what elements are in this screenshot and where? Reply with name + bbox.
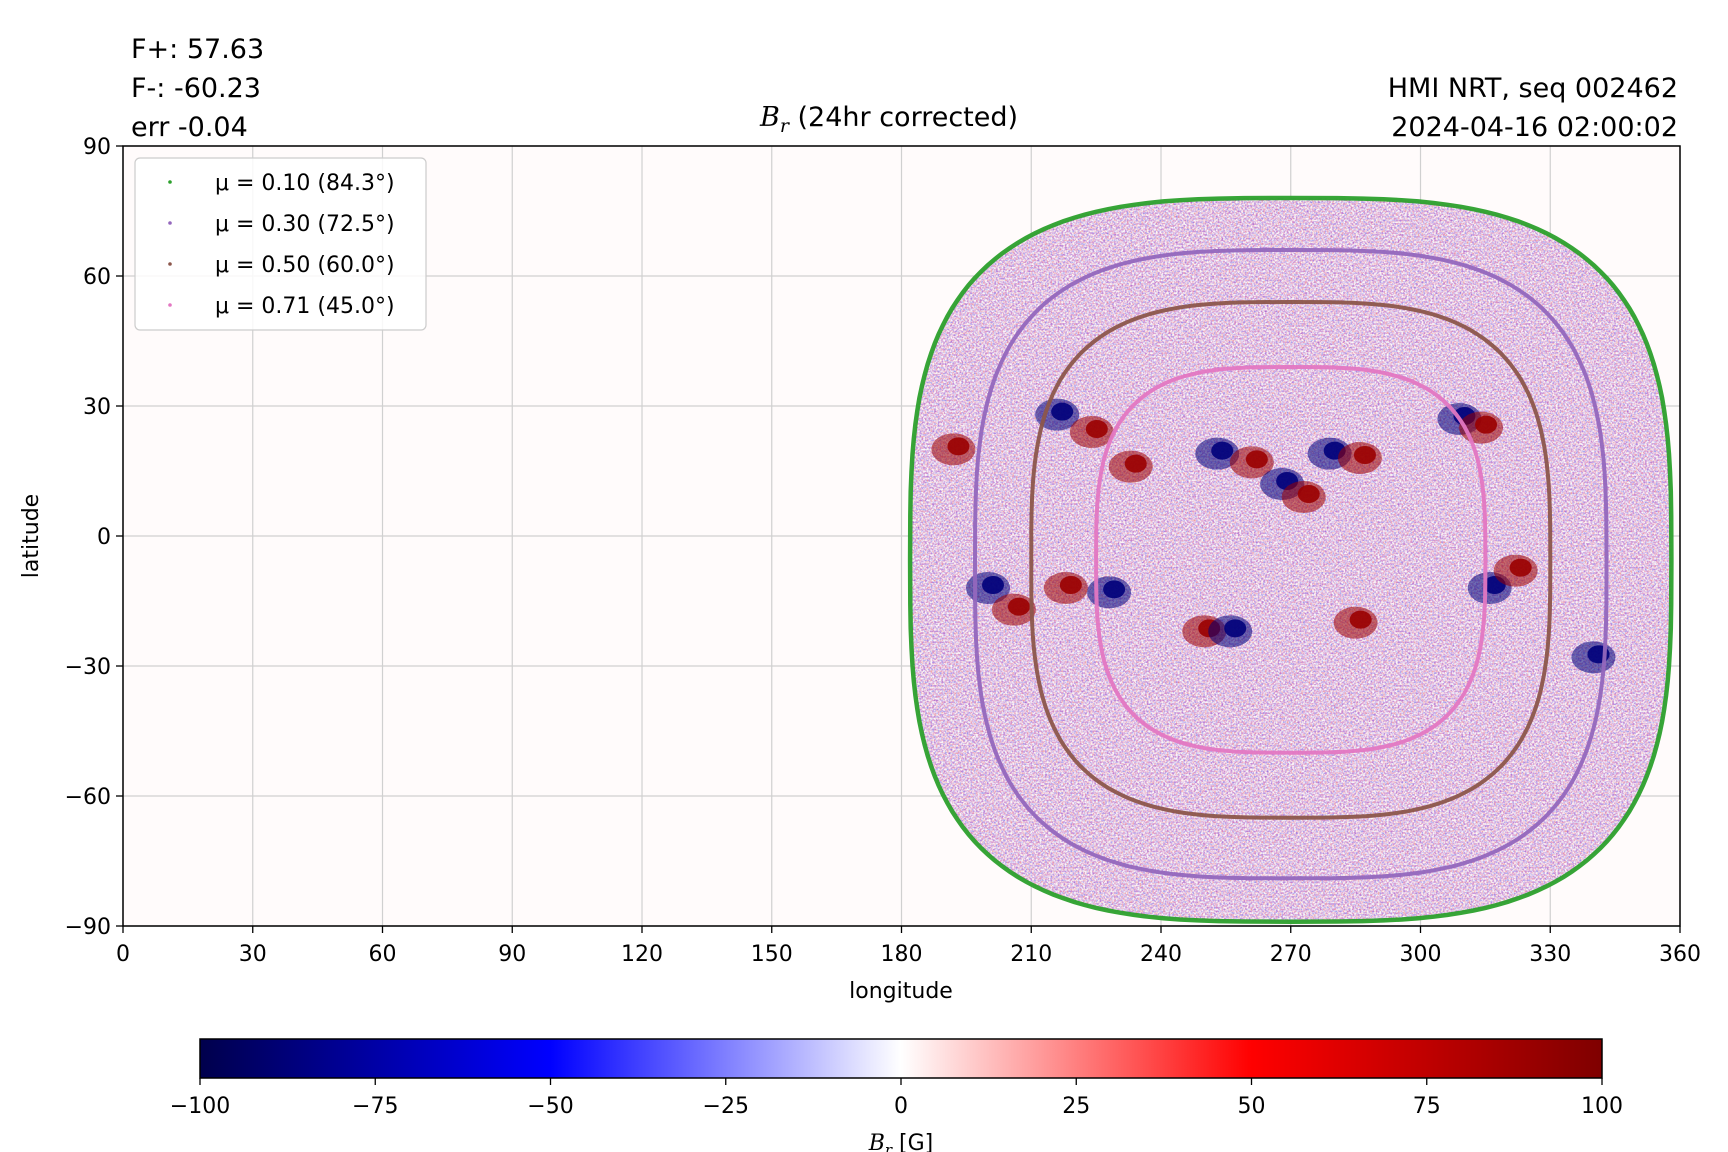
- chart-title: Br (24hr corrected): [760, 102, 1019, 138]
- legend-label: μ = 0.10 (84.3°): [215, 171, 395, 196]
- x-tick-label: 330: [1529, 942, 1571, 967]
- legend: μ = 0.10 (84.3°) μ = 0.30 (72.5°) μ = 0.50…: [134, 157, 427, 331]
- legend-label: μ = 0.50 (60.0°): [215, 253, 395, 278]
- disk-noise: [910, 198, 1672, 922]
- legend-marker: [168, 303, 172, 307]
- y-tick-label: −90: [65, 915, 111, 940]
- active-region-core-positive: [1007, 597, 1030, 616]
- colorbar-tick-label: −50: [527, 1094, 573, 1119]
- x-tick-label: 60: [369, 942, 397, 967]
- x-tick-label: 0: [116, 942, 130, 967]
- colorbar-tick-label: 0: [894, 1094, 908, 1119]
- instrument-text: HMI NRT, seq 002462: [1387, 73, 1678, 104]
- active-region-core-negative: [1224, 619, 1247, 638]
- active-region-core-negative: [982, 576, 1004, 594]
- active-region-core-positive: [947, 437, 970, 456]
- colorbar-tick-label: 75: [1413, 1094, 1441, 1119]
- x-tick-label: 210: [1010, 942, 1052, 967]
- magnetogram-disk: [910, 198, 1672, 922]
- colorbar-tick-label: −25: [703, 1094, 749, 1119]
- active-region-core-positive: [1297, 485, 1320, 503]
- colorbar-label: Br [G]: [868, 1131, 934, 1152]
- x-tick-label: 270: [1270, 942, 1312, 967]
- active-region-core-positive: [1349, 610, 1372, 629]
- flux-annotations: F+: 57.63 F-: -60.23 err -0.04: [131, 30, 264, 147]
- legend-box: [134, 157, 427, 331]
- colorbar-tick-label: 25: [1062, 1094, 1090, 1119]
- x-axis-label: longitude: [849, 979, 953, 1004]
- y-axis-ticks: 90 60 30 0 −30 −60 −90: [65, 135, 123, 940]
- x-tick-label: 360: [1659, 942, 1701, 967]
- disk-content: [910, 198, 1672, 922]
- timestamp-text: 2024-04-16 02:00:02: [1391, 112, 1678, 143]
- legend-label: μ = 0.30 (72.5°): [215, 212, 395, 237]
- active-region-core-negative: [1103, 580, 1126, 599]
- flux-negative-text: F-: -60.23: [131, 73, 261, 104]
- legend-marker: [168, 262, 172, 266]
- y-tick-label: −60: [65, 785, 111, 810]
- x-tick-label: 150: [751, 942, 793, 967]
- x-tick-label: 90: [498, 942, 526, 967]
- active-region-core-positive: [1245, 450, 1268, 469]
- active-region-core-positive: [1353, 446, 1376, 464]
- instrument-annotations: HMI NRT, seq 002462 2024-04-16 02:00:02: [1388, 69, 1678, 147]
- legend-label: μ = 0.71 (45.0°): [215, 294, 395, 319]
- x-tick-label: 240: [1140, 942, 1182, 967]
- y-tick-label: 90: [83, 135, 111, 160]
- x-tick-label: 180: [881, 942, 923, 967]
- x-tick-label: 30: [239, 942, 267, 967]
- active-region-core-negative: [1051, 402, 1074, 421]
- active-region-core-positive: [1124, 454, 1147, 473]
- flux-positive-text: F+: 57.63: [131, 34, 265, 65]
- x-tick-label: 300: [1400, 942, 1442, 967]
- mu-contour-0-50: [1029, 299, 1553, 820]
- colorbar-tick-label: −100: [170, 1094, 230, 1119]
- x-tick-label: 120: [621, 942, 663, 967]
- colorbar-tick-label: 100: [1581, 1094, 1623, 1119]
- y-tick-label: 0: [97, 525, 111, 550]
- legend-marker: [168, 221, 172, 225]
- mu-contour-0-10: [907, 195, 1674, 924]
- mu-contour-0-30: [972, 247, 1609, 881]
- legend-marker: [168, 180, 172, 184]
- active-region-core-positive: [1509, 558, 1532, 577]
- y-tick-label: 30: [83, 395, 111, 420]
- active-region-core-positive: [1475, 415, 1498, 434]
- colorbar: [199, 1038, 1603, 1079]
- error-text: err -0.04: [131, 112, 248, 143]
- colorbar-tick-label: −75: [352, 1094, 398, 1119]
- x-axis-ticks: 0 30 60 90 120 150 180 210 240 270 300 330 360: [116, 926, 1701, 967]
- mu-contour-0-71: [1094, 364, 1488, 755]
- y-axis-label: latitude: [19, 494, 44, 578]
- active-region-core-negative: [1211, 441, 1234, 460]
- y-tick-label: −30: [65, 655, 111, 680]
- active-region-core-positive: [1085, 420, 1108, 438]
- active-region-core-positive: [1059, 576, 1082, 594]
- colorbar-tick-label: 50: [1238, 1094, 1266, 1119]
- y-tick-label: 60: [83, 265, 111, 290]
- mu-contours: [907, 195, 1674, 924]
- colorbar-ticks: −100 −75 −50 −25 0 25 50 75 100: [170, 1078, 1623, 1119]
